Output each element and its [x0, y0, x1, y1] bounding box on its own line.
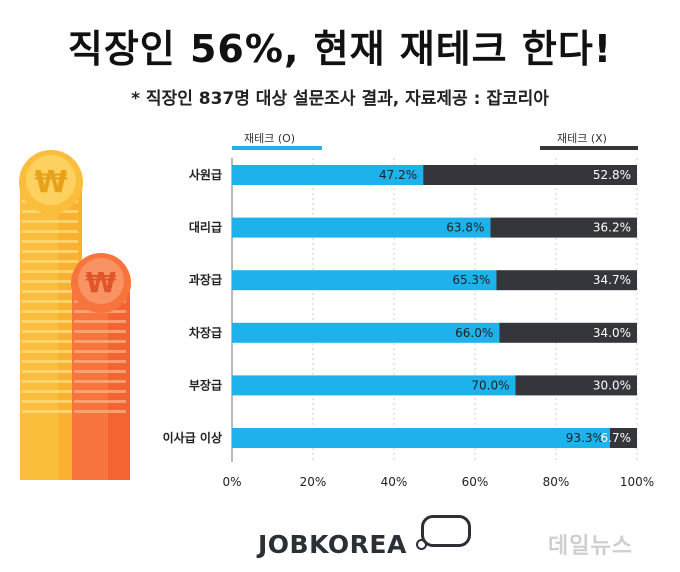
- won-coin-icon: ₩: [86, 266, 117, 299]
- legend-line-yes: [232, 146, 322, 150]
- bar-segment-no: [499, 322, 637, 343]
- value-label-yes: 63.8%: [446, 221, 484, 235]
- bar-segment-no: [423, 165, 637, 185]
- chart-bars: [232, 165, 637, 448]
- value-label-no: 36.2%: [593, 221, 631, 235]
- value-label-no: 52.8%: [593, 168, 631, 182]
- x-tick-label: 0%: [222, 475, 241, 489]
- won-coin-icon: ₩: [34, 165, 67, 200]
- page-title: 직장인 56%, 현재 재테크 한다!: [67, 27, 613, 71]
- x-axis-ticks: 0% 20% 40% 60% 80% 100%: [222, 475, 654, 489]
- legend-label-yes: 재테크 (O): [244, 132, 296, 145]
- category-label: 부장급: [189, 378, 222, 392]
- category-label: 이사급 이상: [163, 430, 222, 445]
- bar-segment-yes: [232, 270, 497, 291]
- x-tick-label: 40%: [381, 475, 408, 489]
- category-label: 사원급: [189, 167, 222, 182]
- x-tick-label: 60%: [462, 475, 489, 489]
- x-tick-label: 80%: [543, 475, 570, 489]
- value-label-no: 34.7%: [593, 273, 631, 287]
- x-tick-label: 100%: [620, 475, 654, 489]
- value-label-no: 34.0%: [593, 326, 631, 340]
- legend-label-no: 재테크 (X): [557, 132, 607, 145]
- logo-ring-icon: [421, 515, 471, 547]
- chart-grid: [231, 158, 638, 462]
- bar-segment-yes: [232, 165, 424, 185]
- category-label: 대리급: [189, 220, 222, 235]
- bar-segment-yes: [232, 428, 610, 448]
- bar-segment-no: [496, 270, 637, 291]
- bar-segment-no: [609, 428, 637, 448]
- bar-segment-yes: [232, 322, 500, 343]
- bar-segment-yes: [232, 375, 516, 396]
- value-label-yes: 93.3%: [566, 431, 604, 445]
- watermark: 데일뉴스: [548, 534, 633, 559]
- value-label-yes: 66.0%: [455, 326, 493, 340]
- category-label: 과장급: [189, 272, 222, 287]
- bar-segment-no: [490, 217, 637, 238]
- value-label-yes: 65.3%: [452, 273, 490, 287]
- legend-line-no: [540, 146, 638, 150]
- jobkorea-logo: JOBKOREA: [258, 530, 407, 559]
- orange-coin-stack: ₩: [71, 253, 131, 480]
- bar-segment-yes: [232, 217, 491, 238]
- coin-stack-illustration: ₩ ₩: [19, 150, 131, 480]
- category-label: 차장급: [189, 325, 222, 340]
- value-label-no: 30.0%: [593, 378, 631, 392]
- logo-dot-icon: [416, 539, 427, 550]
- chart-labels: 사원급 47.2% 52.8% 대리급 63.8% 36.2% 과장급 65.3% 34.7% 차…: [163, 167, 631, 445]
- value-label-yes: 47.2%: [379, 168, 417, 182]
- x-tick-label: 20%: [300, 475, 327, 489]
- yellow-coin-stack: ₩: [19, 150, 83, 480]
- bar-segment-no: [515, 375, 637, 396]
- page-subtitle: * 직장인 837명 대상 설문조사 결과, 자료제공 : 잡코리아: [131, 89, 549, 109]
- value-label-no: 6.7%: [601, 431, 632, 445]
- value-label-yes: 70.0%: [471, 378, 509, 392]
